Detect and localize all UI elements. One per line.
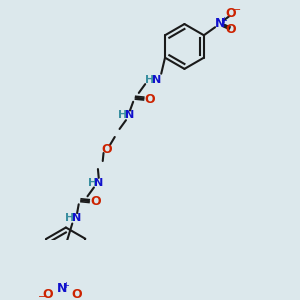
- Text: +: +: [220, 16, 227, 25]
- Text: H: H: [146, 75, 154, 85]
- Text: O: O: [71, 288, 82, 300]
- Text: N: N: [124, 110, 134, 120]
- Text: N: N: [94, 178, 104, 188]
- Text: O: O: [226, 23, 236, 36]
- Text: N: N: [215, 17, 225, 30]
- Text: H: H: [118, 110, 128, 120]
- Text: +: +: [62, 281, 69, 290]
- Text: O: O: [42, 288, 53, 300]
- Text: O: O: [226, 7, 236, 20]
- Text: N: N: [57, 282, 67, 295]
- Text: −: −: [233, 4, 241, 15]
- Text: O: O: [101, 142, 112, 155]
- Text: N: N: [72, 213, 81, 223]
- Text: N: N: [152, 75, 161, 85]
- Text: H: H: [88, 178, 97, 188]
- Text: O: O: [145, 93, 155, 106]
- Text: O: O: [90, 195, 101, 208]
- Text: −: −: [38, 292, 46, 300]
- Text: H: H: [65, 213, 74, 223]
